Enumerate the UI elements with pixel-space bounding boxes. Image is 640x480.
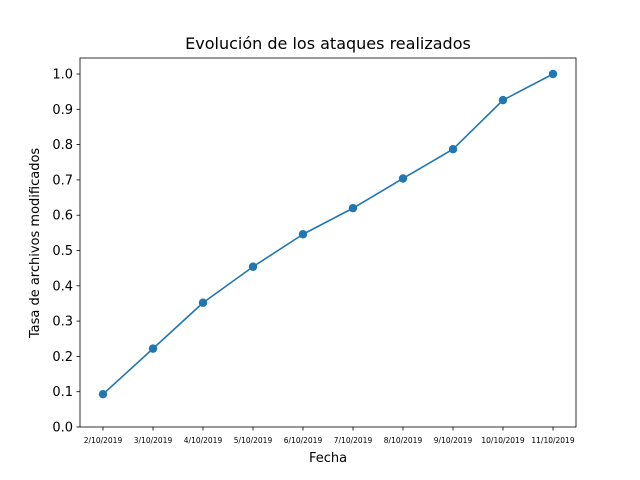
y-tick-label: 0.7 (52, 173, 73, 188)
data-point (448, 144, 458, 154)
data-point (298, 230, 308, 239)
y-tick-label: 0.8 (52, 138, 73, 153)
y-axis-label: Tasa de archivos modificados (28, 148, 43, 340)
y-tick-label: 0.9 (52, 103, 73, 118)
series-line (102, 73, 554, 395)
y-tick-label: 0.3 (52, 315, 73, 330)
y-tick-label: 0.5 (52, 244, 73, 259)
x-tick-label: 7/10/2019 (334, 436, 373, 445)
x-tick-label: 11/10/2019 (531, 436, 574, 445)
x-tick-label: 8/10/2019 (384, 436, 423, 445)
x-tick-label: 10/10/2019 (481, 436, 524, 445)
data-point (248, 262, 258, 271)
y-tick-label: 0.1 (52, 385, 73, 400)
plot-area (79, 57, 577, 428)
data-point (498, 95, 508, 105)
y-axis: 0.0 0.1 0.2 0.3 0.4 0.5 0.6 0.7 0.8 0.9 1.0 (52, 68, 80, 436)
y-tick-label: 0.6 (52, 209, 73, 224)
x-tick-label: 6/10/2019 (284, 436, 323, 445)
data-point (98, 389, 108, 399)
data-point (398, 174, 408, 183)
x-tick-label: 4/10/2019 (184, 436, 223, 445)
x-tick-label: 3/10/2019 (134, 436, 173, 445)
plot-frame (79, 57, 577, 428)
data-point (348, 203, 358, 213)
series-group (98, 69, 558, 399)
y-tick-label: 0.0 (52, 421, 73, 436)
x-tick-label: 5/10/2019 (234, 436, 273, 445)
data-point (148, 344, 158, 353)
x-tick-label: 9/10/2019 (434, 436, 473, 445)
data-point (198, 298, 208, 307)
x-axis-label: Fecha (309, 451, 347, 466)
y-tick-label: 0.2 (52, 350, 73, 365)
y-tick-label: 0.4 (52, 279, 73, 294)
x-tick-label: 2/10/2019 (84, 436, 123, 445)
data-point (548, 69, 558, 79)
chart-title: Evolución de los ataques realizados (185, 34, 471, 53)
x-axis: 2/10/2019 3/10/2019 4/10/2019 5/10/2019 6/10… (84, 427, 575, 445)
y-tick-label: 1.0 (52, 68, 73, 83)
